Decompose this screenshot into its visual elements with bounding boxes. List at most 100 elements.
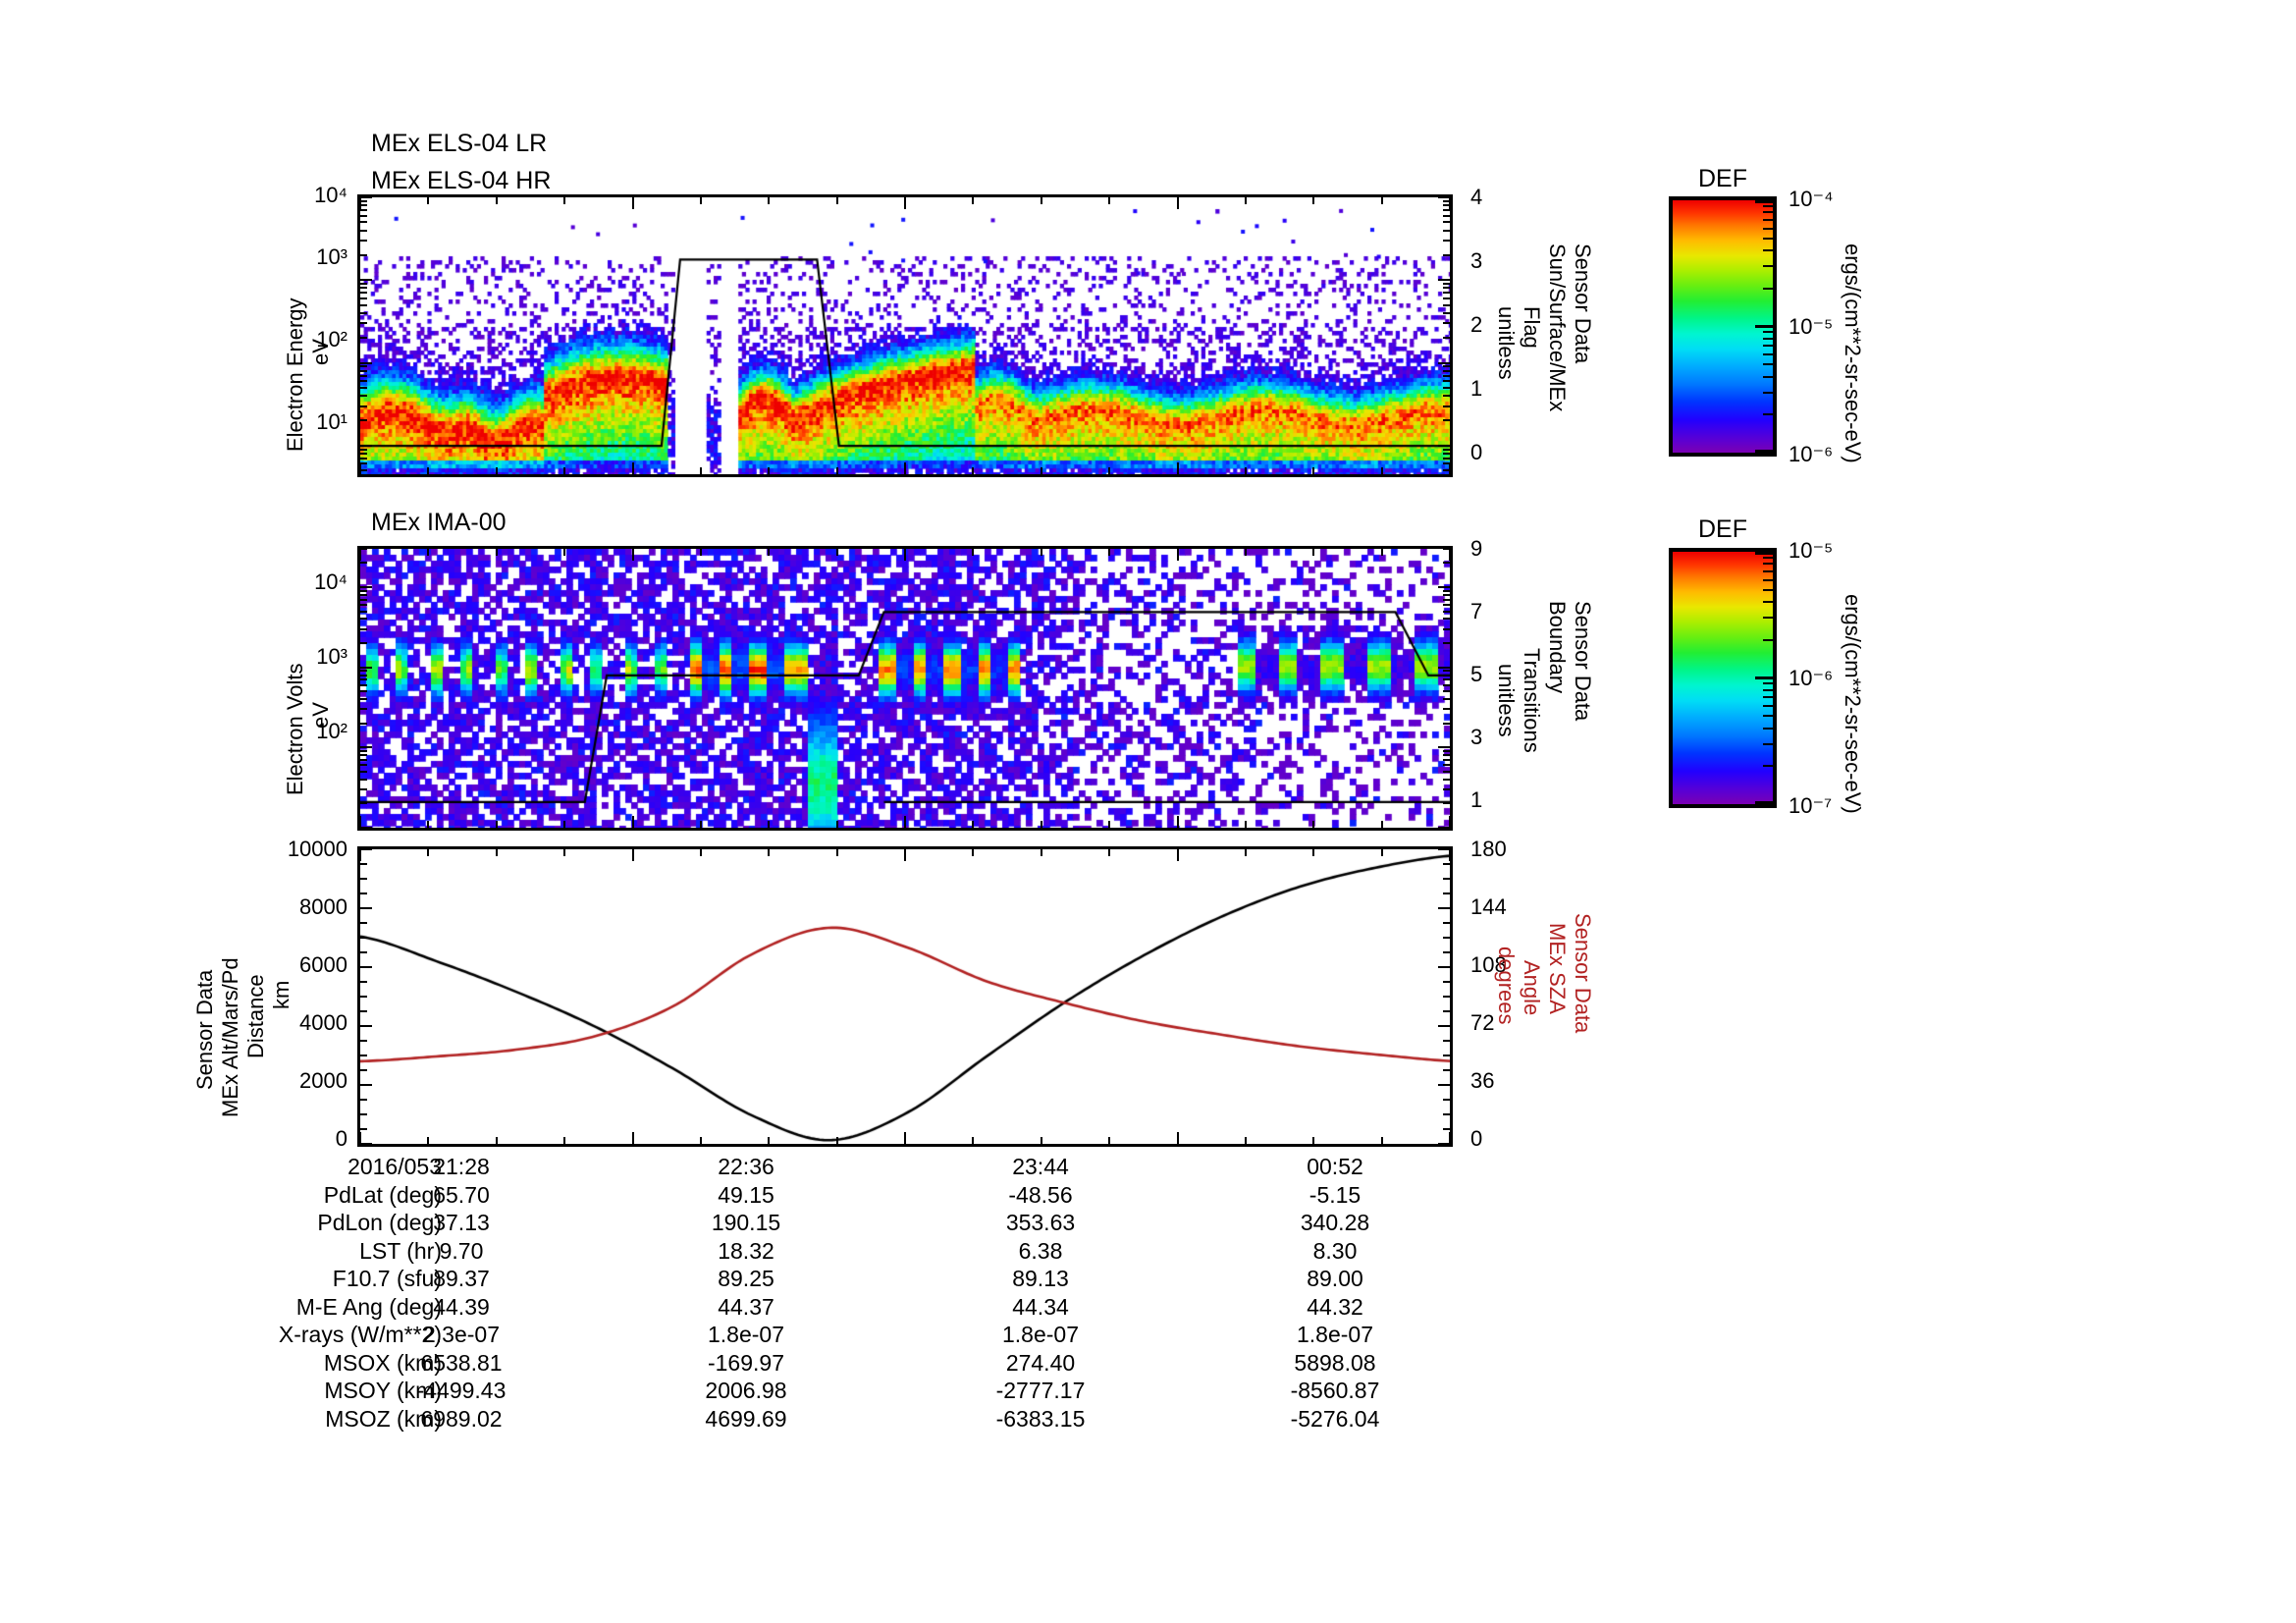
- y-major-tick: [360, 197, 372, 198]
- y-minor-tick: [360, 1113, 367, 1115]
- x-minor-tick: [563, 549, 566, 556]
- y-minor-tick: [360, 708, 367, 711]
- y-minor-tick: [360, 610, 367, 613]
- x-major-tick: [904, 1132, 906, 1144]
- table-cell: 190.15: [711, 1210, 781, 1235]
- x-minor-tick: [495, 549, 498, 556]
- x-minor-tick: [699, 549, 702, 556]
- x-minor-tick: [1312, 549, 1315, 556]
- bot-rtick-72: 72: [1470, 1010, 1495, 1035]
- y-minor-tick: [1443, 1040, 1450, 1042]
- colorbar-minor-tick: [1763, 638, 1773, 641]
- y-major-tick: [1438, 907, 1450, 909]
- table-cell: 1.8e-07: [1296, 1322, 1373, 1347]
- colorbar-minor-tick: [1763, 569, 1773, 572]
- y-minor-tick: [360, 209, 367, 212]
- y-major-tick: [1438, 197, 1450, 198]
- table-cell: -5.15: [1308, 1181, 1362, 1208]
- y-minor-tick: [1443, 1069, 1450, 1071]
- y-minor-tick: [360, 618, 367, 621]
- x-major-tick: [631, 549, 634, 561]
- x-minor-tick: [1040, 849, 1042, 856]
- x-major-tick: [1176, 816, 1179, 828]
- y-minor-tick: [1443, 981, 1450, 983]
- y-minor-tick: [360, 698, 367, 701]
- y-major-tick: [360, 279, 372, 282]
- y-minor-tick: [360, 283, 367, 286]
- y-minor-tick: [1443, 419, 1450, 422]
- y-minor-tick: [1443, 457, 1450, 460]
- y-minor-tick: [360, 589, 367, 592]
- y-minor-tick: [360, 788, 367, 791]
- bot-raxis-title-line1: Sensor Data: [1571, 913, 1595, 1034]
- x-minor-tick: [1040, 549, 1042, 556]
- colorbar-minor-tick: [1763, 345, 1773, 348]
- table-cell: 2.3e-07: [422, 1322, 500, 1347]
- top-rtick-0: 0: [1470, 440, 1483, 464]
- colorbar-minor-tick: [1763, 227, 1773, 230]
- y-minor-tick: [360, 1069, 367, 1071]
- x-minor-tick: [1312, 849, 1315, 856]
- bot-ytick-0: 0: [335, 1126, 347, 1151]
- table-cell: -5276.04: [1290, 1405, 1380, 1432]
- mid-raxis-title-line1: Sensor Data: [1571, 601, 1595, 722]
- y-minor-tick: [1443, 764, 1450, 767]
- top-panel-title-hr: MEx ELS-04 HR: [371, 167, 552, 194]
- table-cell: 44.32: [1307, 1293, 1363, 1320]
- y-minor-tick: [360, 322, 367, 325]
- y-minor-tick: [1443, 618, 1450, 621]
- y-minor-tick: [1443, 604, 1450, 607]
- y-minor-tick: [360, 204, 367, 207]
- mid-ytick-1e4: 10⁴: [314, 569, 347, 594]
- x-minor-tick: [1040, 467, 1042, 474]
- table-cell: 5898.08: [1294, 1349, 1376, 1376]
- x-major-tick: [1176, 462, 1179, 474]
- x-minor-tick: [1244, 197, 1247, 204]
- y-major-tick: [360, 666, 372, 669]
- table-time-header: 22:36: [718, 1154, 774, 1179]
- y-minor-tick: [1443, 589, 1450, 592]
- x-minor-tick: [1244, 549, 1247, 556]
- y-minor-tick: [1443, 922, 1450, 924]
- x-minor-tick: [835, 849, 838, 856]
- mid-yaxis-title-line2: eV: [308, 702, 333, 729]
- x-minor-tick: [1108, 549, 1111, 556]
- y-minor-tick: [1443, 452, 1450, 455]
- y-minor-tick: [1443, 770, 1450, 773]
- table-row-label: 2016/053: [347, 1154, 442, 1179]
- x-minor-tick: [495, 1137, 498, 1144]
- y-minor-tick: [360, 674, 367, 676]
- y-minor-tick: [360, 452, 367, 455]
- x-minor-tick: [1244, 849, 1247, 856]
- colorbar-major-tick: [1755, 325, 1773, 328]
- x-minor-tick: [427, 467, 430, 474]
- top-rtick-1: 1: [1470, 376, 1483, 401]
- x-major-tick: [1449, 462, 1450, 474]
- x-minor-tick: [835, 197, 838, 204]
- top-raxis-title-line4: unitless: [1494, 306, 1519, 380]
- y-minor-tick: [360, 221, 367, 224]
- x-minor-tick: [495, 849, 498, 856]
- y-minor-tick: [360, 1040, 367, 1042]
- x-minor-tick: [1312, 821, 1315, 828]
- y-minor-tick: [1443, 878, 1450, 880]
- table-cell: 340.28: [1300, 1210, 1370, 1235]
- x-minor-tick: [1380, 197, 1383, 204]
- y-minor-tick: [1443, 240, 1450, 243]
- y-minor-tick: [1443, 395, 1450, 398]
- y-minor-tick: [1443, 214, 1450, 217]
- y-minor-tick: [360, 981, 367, 983]
- table-cell: 49.15: [718, 1181, 774, 1208]
- x-minor-tick: [768, 849, 771, 856]
- ima-spectrogram-panel: [357, 546, 1453, 831]
- orbit-geometry-canvas: [360, 849, 1450, 1144]
- colorbar-major-tick: [1755, 450, 1773, 453]
- y-minor-tick: [1443, 549, 1450, 550]
- y-minor-tick: [360, 670, 367, 673]
- y-minor-tick: [1443, 690, 1450, 693]
- y-minor-tick: [1443, 229, 1450, 232]
- top-ytick-1e3: 10³: [316, 244, 347, 269]
- x-minor-tick: [1040, 821, 1042, 828]
- y-minor-tick: [1443, 1055, 1450, 1056]
- x-major-tick: [360, 197, 361, 209]
